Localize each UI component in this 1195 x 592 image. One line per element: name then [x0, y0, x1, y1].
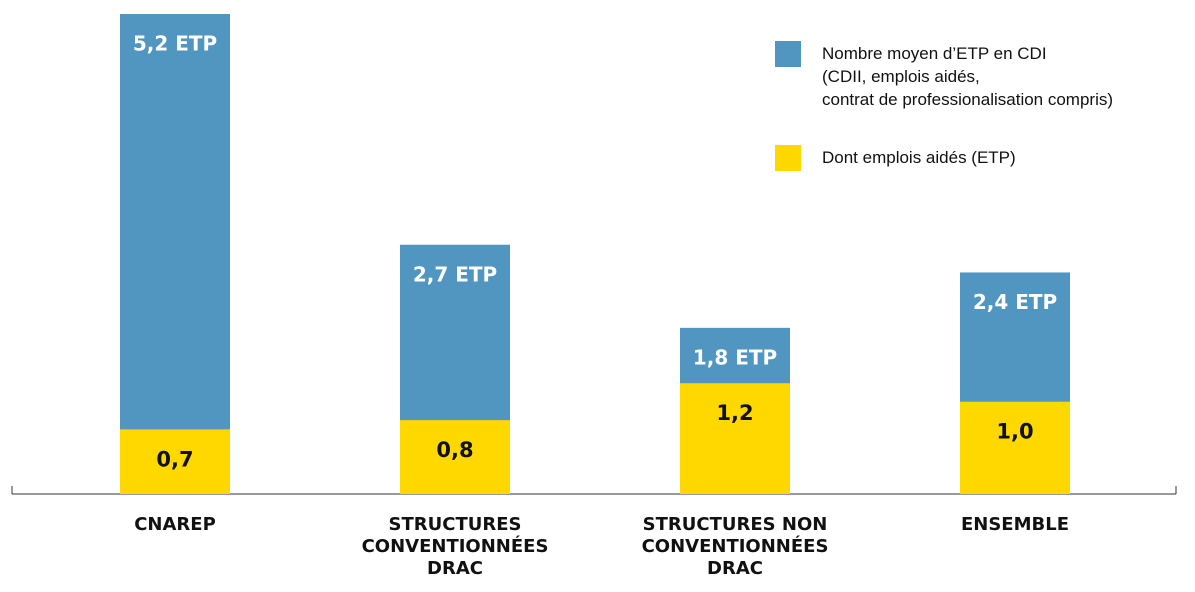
bar	[680, 383, 790, 494]
data-label: 1,0	[996, 420, 1033, 444]
data-label: 0,8	[436, 438, 473, 462]
data-label: 2,4 ETP	[973, 290, 1057, 314]
x-tick-label: STRUCTURES CONVENTIONNÉES DRAC	[361, 514, 549, 579]
x-tick-label: STRUCTURES NON CONVENTIONNÉES DRAC	[641, 514, 829, 579]
bar	[120, 429, 230, 494]
x-tick-label: CNAREP	[134, 514, 216, 535]
legend-swatch	[775, 145, 801, 171]
data-label: 1,2	[716, 401, 753, 425]
legend-swatch	[775, 41, 801, 67]
data-label: 2,7 ETP	[413, 262, 497, 286]
data-label: 0,7	[156, 447, 193, 471]
bar	[120, 14, 230, 494]
bar	[960, 401, 1070, 494]
data-label: 1,8 ETP	[693, 345, 777, 369]
x-tick-label: ENSEMBLE	[960, 514, 1070, 535]
data-label: 5,2 ETP	[133, 32, 217, 56]
legend-label: Dont emplois aidés (ETP)	[822, 148, 1016, 167]
bar	[400, 420, 510, 494]
legend-label: Nombre moyen d’ETP en CDI (CDII, emplois…	[822, 44, 1114, 109]
